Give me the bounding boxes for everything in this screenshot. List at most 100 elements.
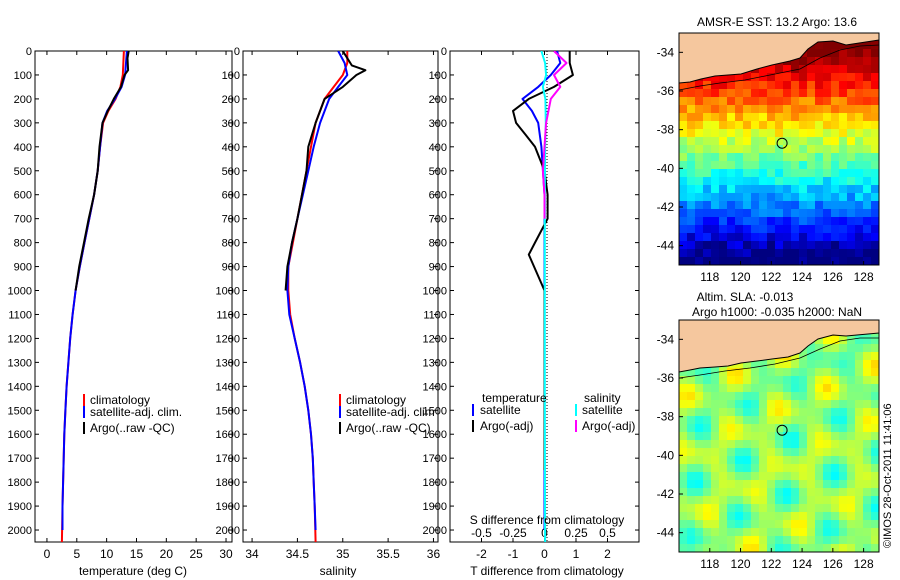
heatmap-cell — [735, 504, 744, 513]
heatmap-cell — [823, 49, 832, 58]
heatmap-cell — [807, 496, 816, 505]
heatmap-cell — [735, 384, 744, 393]
heatmap-cell — [839, 185, 848, 194]
depth-tick-label: 1400 — [8, 381, 32, 393]
heatmap-cell — [679, 225, 688, 234]
heatmap-cell — [855, 129, 864, 138]
heatmap-cell — [735, 73, 744, 82]
sst-shelf-contour — [679, 44, 879, 91]
heatmap-cell — [767, 89, 776, 98]
heatmap-cell — [831, 129, 840, 138]
heatmap-cell — [791, 416, 800, 425]
heatmap-cell — [775, 432, 784, 441]
heatmap-cell — [767, 121, 776, 130]
sla-land-mask — [679, 320, 879, 373]
depth-tick-label: 400 — [222, 142, 240, 154]
heatmap-cell — [719, 528, 728, 537]
heatmap-cell — [679, 241, 688, 250]
heatmap-cell — [863, 185, 872, 194]
heatmap-cell — [687, 464, 696, 473]
heatmap-cell — [855, 57, 864, 66]
series-argo-raw-qc — [74, 51, 130, 291]
heatmap-cell — [695, 89, 704, 98]
heatmap-cell — [871, 360, 879, 369]
heatmap-cell — [775, 81, 784, 90]
heatmap-cell — [751, 392, 760, 401]
heatmap-cell — [751, 432, 760, 441]
heatmap-cell — [679, 448, 688, 457]
heatmap-cell — [687, 201, 696, 210]
heatmap-cell — [687, 408, 696, 417]
heatmap-cell — [815, 344, 824, 353]
heatmap-cell — [759, 432, 768, 441]
heatmap-cell — [727, 177, 736, 186]
heatmap-cell — [863, 137, 872, 146]
heatmap-cell — [767, 360, 776, 369]
heatmap-cell — [703, 217, 712, 226]
heatmap-cell — [751, 424, 760, 433]
heatmap-cell — [863, 368, 872, 377]
latitude-tick-label: -44 — [657, 526, 675, 540]
heatmap-cell — [863, 528, 872, 537]
heatmap-cell — [839, 105, 848, 114]
heatmap-cell — [855, 177, 864, 186]
longitude-tick-label: 120 — [731, 557, 751, 571]
heatmap-cell — [871, 49, 879, 58]
heatmap-cell — [831, 416, 840, 425]
heatmap-cell — [807, 344, 816, 353]
heatmap-cell — [863, 360, 872, 369]
heatmap-cell — [759, 145, 768, 154]
salinity-difference-tick-label: -0.25 — [499, 526, 527, 540]
heatmap-cell — [871, 57, 879, 66]
heatmap-cell — [703, 193, 712, 202]
heatmap-cell — [759, 217, 768, 226]
heatmap-cell — [783, 488, 792, 497]
heatmap-cell — [719, 456, 728, 465]
heatmap-cell — [719, 400, 728, 409]
heatmap-cell — [759, 440, 768, 449]
heatmap-cell — [863, 249, 872, 258]
heatmap-cell — [807, 81, 816, 90]
heatmap-cell — [863, 225, 872, 234]
heatmap-cell — [711, 225, 720, 234]
heatmap-cell — [855, 424, 864, 433]
heatmap-cell — [871, 169, 879, 178]
heatmap-cell — [719, 520, 728, 529]
heatmap-cell — [799, 512, 808, 521]
heatmap-cell — [855, 193, 864, 202]
heatmap-cell — [847, 400, 856, 409]
depth-tick-label: 1300 — [423, 357, 447, 369]
longitude-tick-label: 118 — [700, 557, 719, 571]
x-tick-label: 34 — [245, 547, 259, 561]
heatmap-cell — [735, 440, 744, 449]
longitude-tick-label: 126 — [823, 270, 843, 284]
heatmap-cell — [679, 105, 688, 114]
heatmap-cell — [871, 368, 879, 377]
heatmap-cell — [871, 424, 879, 433]
heatmap-cell — [751, 105, 760, 114]
heatmap-cell — [687, 129, 696, 138]
heatmap-cell — [823, 512, 832, 521]
depth-tick-label: 1000 — [216, 286, 240, 298]
heatmap-cell — [855, 512, 864, 521]
heatmap-cell — [727, 233, 736, 242]
heatmap-cell — [871, 336, 879, 345]
heatmap-cell — [679, 161, 688, 170]
heatmap-cell — [695, 129, 704, 138]
heatmap-cell — [847, 376, 856, 385]
heatmap-cell — [855, 352, 864, 361]
legend-label-satellite-adj: satellite-adj. clim. — [90, 405, 182, 419]
heatmap-cell — [855, 416, 864, 425]
heatmap-cell — [791, 153, 800, 162]
heatmap-cell — [727, 81, 736, 90]
heatmap-cell — [855, 336, 864, 345]
heatmap-cell — [823, 137, 832, 146]
heatmap-cell — [815, 440, 824, 449]
heatmap-cell — [855, 384, 864, 393]
heatmap-cell — [743, 440, 752, 449]
heatmap-cell — [863, 153, 872, 162]
heatmap-cell — [767, 249, 776, 258]
heatmap-cell — [719, 81, 728, 90]
heatmap-cell — [863, 504, 872, 513]
heatmap-cell — [871, 153, 879, 162]
